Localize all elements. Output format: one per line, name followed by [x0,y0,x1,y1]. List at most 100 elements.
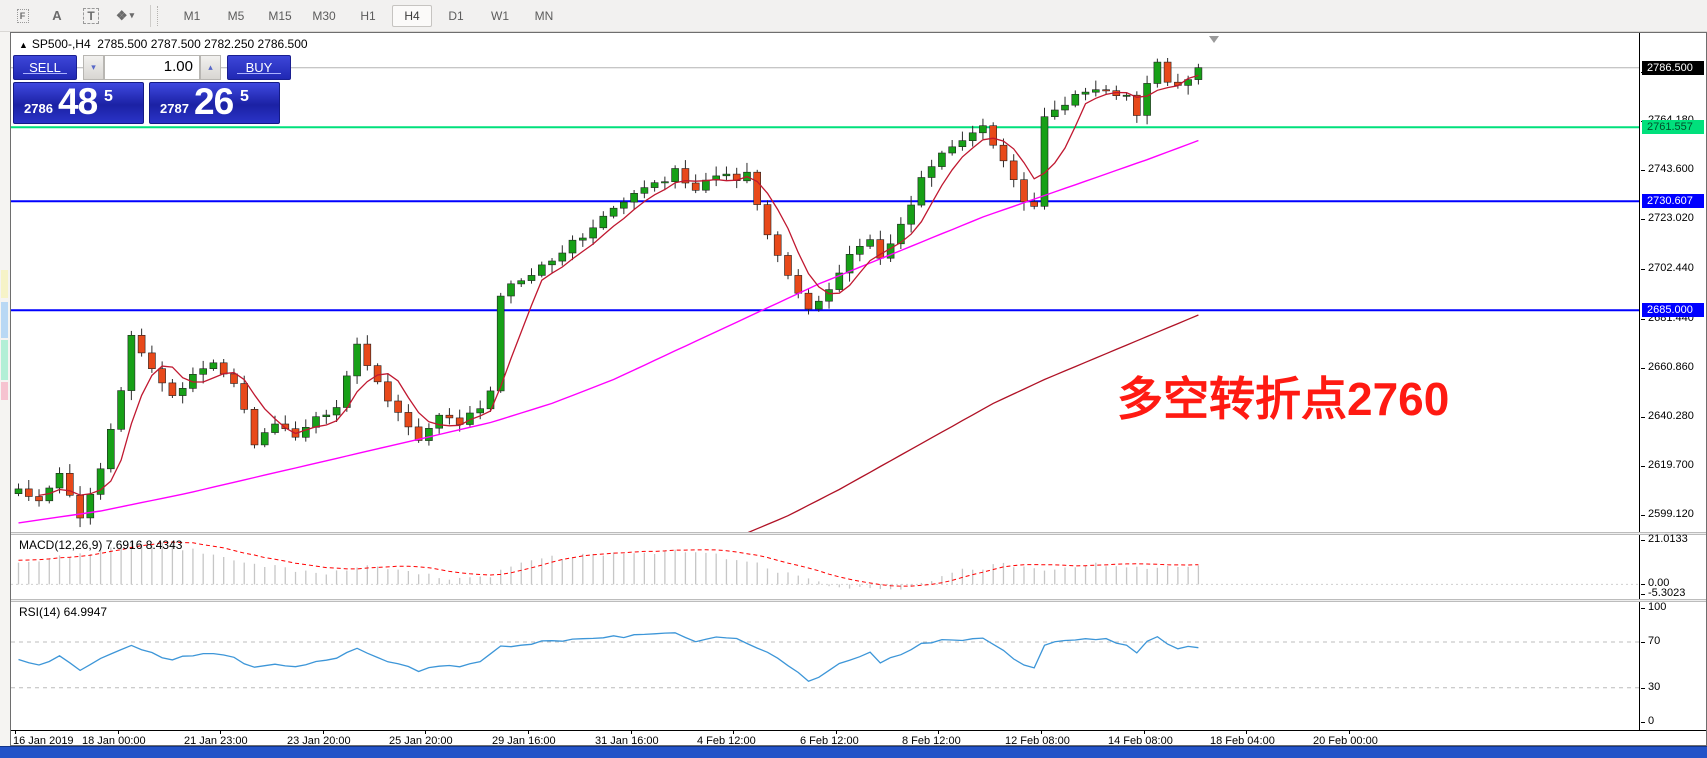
buy-price-box[interactable]: 2787 26 5 [149,81,280,124]
text-annotation-icon[interactable]: A [52,8,62,23]
dock-segment [1,302,8,338]
symbol-label: SP500-,H4 [31,37,91,51]
time-label: 4 Feb 12:00 [697,735,756,747]
price-tick-label: 2660.860 [1648,361,1694,373]
time-tick [1246,731,1247,734]
buy-button[interactable]: BUY [227,55,291,80]
sell-price-box[interactable]: 2786 48 5 [13,81,144,124]
price-tick-label: 2619.700 [1648,459,1694,471]
time-label: 8 Feb 12:00 [902,735,961,747]
time-tick [425,731,426,734]
macd-canvas[interactable] [11,535,1639,599]
axis-tick [1641,515,1645,516]
text-label-icon[interactable]: T [78,5,104,27]
axis-tick [1641,466,1645,467]
timeframe-button-h4[interactable]: H4 [392,4,432,27]
time-label: 12 Feb 08:00 [1005,735,1070,747]
time-label: 18 Jan 00:00 [82,735,146,747]
indicator-window-icon[interactable]: F [10,5,36,27]
time-tick [1144,731,1145,734]
time-label: 20 Feb 00:00 [1313,735,1378,747]
time-label: 16 Jan 2019 [13,735,74,747]
sell-price-prefix: 2786 [24,101,53,116]
sell-price-sup: 5 [104,88,113,105]
macd-axis: 21.0133 0.00 -5.3023 [1641,533,1706,599]
panel-separator[interactable] [11,599,1706,602]
rsi-tick-label: 70 [1648,635,1661,647]
rsi-canvas[interactable] [11,602,1639,730]
buy-price-sup: 5 [240,88,249,105]
plot-right-border [1639,33,1640,532]
rsi-tick-label: 100 [1648,601,1667,613]
timeframe-button-h1[interactable]: H1 [360,8,376,23]
time-tick [836,731,837,734]
timeframe-button-w1[interactable]: W1 [491,8,509,23]
ohlc-close: 2786.500 [257,37,308,51]
timeframe-button-mn[interactable]: MN [534,8,554,23]
buy-price-prefix: 2787 [160,101,189,116]
axis-tick [1641,269,1645,270]
time-axis[interactable]: 16 Jan 2019 18 Jan 00:00 21 Jan 23:00 23 Ja… [11,730,1706,747]
dock-segment [1,270,8,298]
price-tick-label: 2743.600 [1648,163,1694,175]
time-label: 25 Jan 20:00 [389,735,453,747]
chart-window: 2784.7602764.1802743.6002723.0202702.440… [10,32,1707,747]
time-tick [528,731,529,734]
level-price-badge: 2685.000 [1642,303,1704,317]
axis-tick [1641,319,1645,320]
time-label: 29 Jan 16:00 [492,735,556,747]
time-tick [15,731,16,734]
timeframe-button-m30[interactable]: M30 [312,8,336,23]
rsi-tick-label: 0 [1648,715,1655,727]
price-axis[interactable]: 2784.7602764.1802743.6002723.0202702.440… [1641,33,1706,532]
timeframe-button-m5[interactable]: M5 [227,8,245,23]
taskbar-edge [0,746,1707,758]
chevron-down-icon: ▾ [129,10,135,20]
level-price-badge: 2761.557 [1642,120,1704,134]
chart-shift-marker-icon[interactable] [1209,36,1219,43]
ohlc-open: 2785.500 [97,37,148,51]
macd-label: MACD(12,26,9) 7.6916 8.4343 [19,538,183,552]
price-tick-label: 2640.280 [1648,410,1694,422]
volume-field[interactable]: 1.00 [104,55,200,80]
rsi-tick-label: 30 [1648,681,1661,693]
time-label: 18 Feb 04:00 [1210,735,1275,747]
volume-increase-button[interactable]: ▴ [200,55,221,80]
timeframe-button-group: M1 M5 M15 M30 H1 H4 D1 W1 MN [170,4,566,27]
volume-decrease-button[interactable]: ▾ [83,55,104,80]
timeframe-button-m1[interactable]: M1 [183,8,201,23]
timeframe-button-d1[interactable]: D1 [448,8,464,23]
current-price-badge: 2786.500 [1642,61,1704,75]
time-tick [323,731,324,734]
time-tick [1349,731,1350,734]
panel-separator[interactable] [11,532,1706,535]
rsi-label: RSI(14) 64.9947 [19,605,108,619]
toolbar: F A T ❖ ▾ M1 M5 M15 M30 H1 H4 D1 W1 MN [0,0,1707,32]
sell-button[interactable]: SELL [13,55,77,80]
toolbar-separator [150,4,151,27]
axis-tick [1641,417,1645,418]
time-label: 31 Jan 16:00 [595,735,659,747]
price-tick-label: 2599.120 [1648,508,1694,520]
time-tick [938,731,939,734]
draw-objects-icon[interactable]: ❖ ▾ [115,7,135,23]
price-tick-label: 2702.440 [1648,262,1694,274]
price-tick-label: 2723.020 [1648,212,1694,224]
sell-price-big: 48 [58,81,98,122]
rsi-panel: 100 70 30 0 RSI(14) 64.9947 [11,601,1706,730]
time-tick [220,731,221,734]
turning-point-annotation[interactable]: 多空转折点2760 [1117,373,1450,425]
time-label: 23 Jan 20:00 [287,735,351,747]
price-chart-canvas[interactable] [11,33,1639,532]
time-tick [631,731,632,734]
ohlc-high: 2787.500 [150,37,201,51]
toolbar-drag-handle[interactable] [157,5,162,26]
macd-tick-label: 0.00 [1648,577,1670,589]
axis-tick [1641,170,1645,171]
chart-header: ▲ SP500-,H4 2785.500 2787.500 2782.250 27… [19,37,308,51]
ohlc-low: 2782.250 [204,37,255,51]
macd-tick-label: -5.3023 [1648,587,1686,599]
time-tick [118,731,119,734]
timeframe-button-m15[interactable]: M15 [268,8,292,23]
